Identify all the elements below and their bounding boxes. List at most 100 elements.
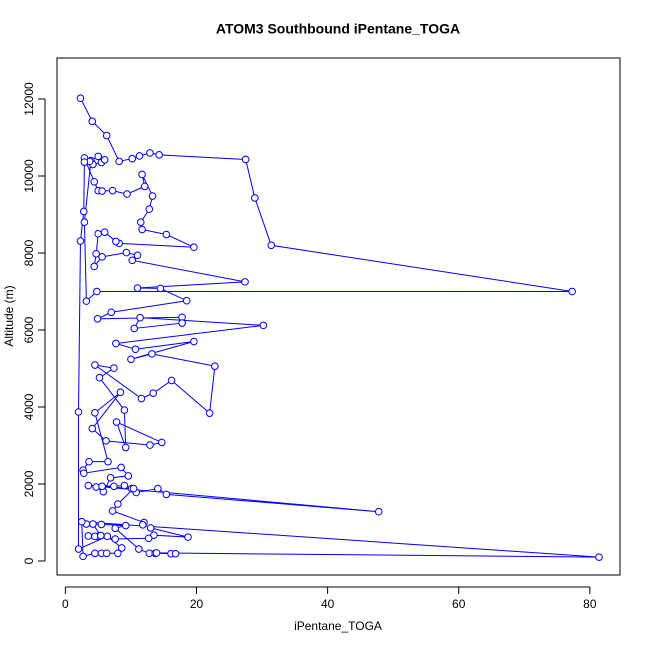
data-point: [374, 507, 383, 516]
data-point: [117, 544, 126, 552]
y-tick-label: 2000: [22, 470, 36, 497]
data-point: [211, 362, 219, 370]
data-point: [104, 457, 112, 466]
data-point: [267, 241, 276, 250]
data-point: [94, 229, 102, 238]
data-point: [84, 481, 93, 490]
x-axis-label: iPentane_TOGA: [294, 619, 382, 633]
data-point: [88, 117, 97, 126]
data-point: [156, 284, 165, 293]
data-point: [116, 388, 125, 397]
x-tick-label: 0: [62, 597, 69, 611]
y-tick-label: 10000: [22, 159, 36, 193]
data-point: [93, 315, 102, 323]
data-point: [100, 228, 109, 237]
data-point: [112, 339, 120, 348]
x-tick-label: 20: [190, 597, 204, 611]
data-point: [114, 549, 122, 558]
data-point: [91, 361, 99, 369]
data-point: [103, 532, 112, 541]
data-point: [94, 152, 102, 161]
data-point: [100, 156, 109, 164]
data-point: [155, 151, 163, 159]
data-point: [146, 441, 154, 449]
y-tick-label: 6000: [22, 316, 36, 343]
data-point: [133, 284, 142, 292]
data-point: [162, 230, 171, 239]
data-point: [98, 253, 106, 261]
data-point: [82, 297, 91, 305]
data-point: [259, 321, 268, 330]
data-point: [98, 482, 106, 491]
data-point: [120, 481, 129, 490]
data-point: [80, 158, 89, 166]
data-point: [106, 474, 115, 482]
data-point: [102, 437, 110, 445]
data-point: [241, 278, 249, 286]
x-tick-label: 80: [583, 597, 597, 611]
data-point: [131, 345, 140, 354]
data-point: [92, 249, 101, 258]
data-point: [178, 319, 186, 327]
data-point: [117, 463, 125, 472]
data-point: [80, 218, 89, 226]
data-point: [90, 177, 99, 186]
data-point: [595, 553, 603, 561]
data-point: [251, 194, 259, 202]
data-point: [184, 533, 192, 541]
data-point: [190, 243, 198, 252]
data-point: [77, 517, 86, 526]
data-point: [148, 350, 156, 358]
data-point: [115, 157, 123, 166]
data-point: [162, 490, 171, 499]
data-point: [85, 457, 93, 466]
y-tick-label: 8000: [22, 239, 36, 266]
data-point: [121, 443, 130, 452]
data-point: [122, 248, 131, 257]
data-point: [130, 324, 139, 333]
data-point: [74, 545, 83, 553]
data-point: [102, 131, 111, 140]
y-tick-label: 4000: [22, 393, 36, 420]
data-point: [123, 190, 131, 198]
data-point: [108, 186, 117, 195]
data-point: [79, 207, 88, 216]
data-point: [167, 376, 176, 385]
data-point: [127, 355, 135, 364]
data-point: [152, 549, 161, 557]
data-point: [112, 237, 120, 246]
y-tick-label: 12000: [22, 82, 36, 116]
data-point: [110, 364, 118, 372]
data-point: [145, 205, 154, 213]
data-point: [121, 521, 130, 530]
data-point: [154, 484, 162, 493]
data-point: [133, 251, 142, 260]
data-point: [135, 545, 143, 553]
data-point: [90, 262, 99, 271]
data-point: [136, 218, 145, 226]
data-point: [144, 534, 153, 543]
data-point: [89, 520, 97, 528]
data-point: [137, 394, 146, 403]
data-point: [88, 424, 97, 433]
data-point: [91, 549, 99, 558]
data-point: [128, 256, 137, 265]
data-point: [98, 187, 106, 195]
data-point: [93, 287, 101, 296]
chart-title: ATOM3 Southbound iPentane_TOGA: [216, 21, 460, 37]
data-point: [97, 520, 106, 529]
data-point: [138, 170, 146, 179]
data-point: [112, 418, 121, 426]
y-axis-label: Altitude (m): [2, 285, 16, 346]
data-point: [138, 520, 147, 529]
data-point: [568, 287, 576, 296]
data-point: [128, 154, 137, 163]
x-tick-label: 60: [452, 597, 466, 611]
data-point: [107, 308, 116, 317]
data-point: [205, 409, 214, 417]
data-point: [102, 549, 111, 558]
data-point: [74, 408, 83, 416]
data-point: [111, 524, 120, 533]
